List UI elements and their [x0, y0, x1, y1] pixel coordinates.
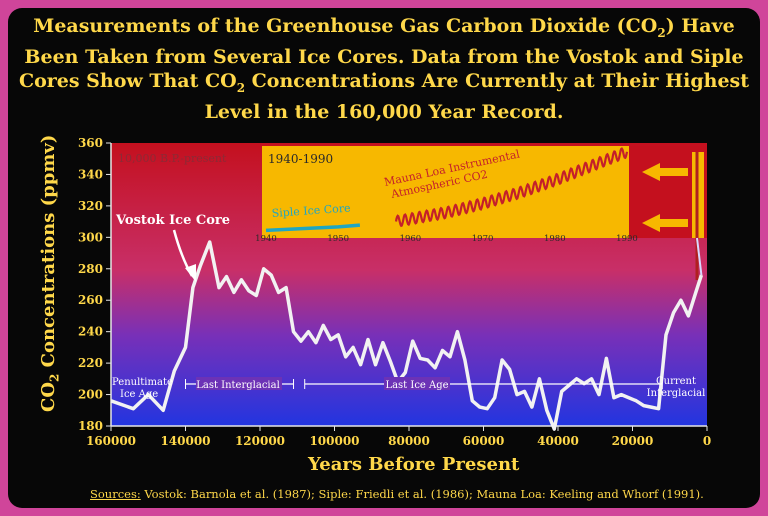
- y-tick-label: 280: [78, 262, 103, 276]
- x-tick-label: 100000: [309, 434, 359, 448]
- y-tick-label: 240: [78, 325, 103, 339]
- current-interglacial-label: Current: [656, 376, 696, 387]
- x-axis-label: Years Before Present: [308, 454, 520, 475]
- y-tick-label: 260: [78, 293, 103, 307]
- siple-series-line: [265, 223, 361, 233]
- last-ice-age-label: Last Ice Age: [385, 380, 448, 391]
- y-axis-label: CO2 Concentrations (ppmv): [38, 134, 62, 412]
- inset-panel: 1940-1990 1940 1950 1960 1970 1980 1990 Siple…: [255, 146, 707, 280]
- y-tick-label: 300: [78, 230, 103, 244]
- y-tick-label: 220: [78, 356, 103, 370]
- axes: 180 200 220 240 260 280 300 320 340 360 160000 1400…: [78, 136, 711, 448]
- background-period-label: 10,000 B.P.-present: [118, 152, 227, 165]
- arrow-icon: [642, 163, 688, 181]
- inset-background: [262, 146, 629, 238]
- inset-x-ticks: 1940 1950 1960 1970 1980 1990: [255, 234, 638, 244]
- sources-text: Vostok: Barnola et al. (1987); Siple: Fr…: [140, 487, 704, 501]
- x-tick-label: 120000: [235, 434, 285, 448]
- inset-x-tick-label: 1960: [400, 234, 422, 244]
- x-tick-label: 0: [703, 434, 711, 448]
- x-tick-label: 140000: [160, 434, 210, 448]
- arrow-head-icon: [185, 264, 196, 282]
- inset-x-tick-label: 1950: [327, 234, 349, 244]
- inset-x-tick-label: 1970: [472, 234, 494, 244]
- x-tick-label: 80000: [388, 434, 430, 448]
- current-interglacial-label-2: Interglacial: [647, 388, 706, 399]
- label-backdrop: [384, 377, 450, 390]
- penultimate-label: Penultimate: [112, 377, 173, 388]
- recent-connector: [696, 237, 703, 276]
- vostok-label: Vostok Ice Core: [115, 213, 230, 228]
- mauna-loa-series-line: [394, 147, 629, 228]
- sources-label: Sources:: [90, 487, 141, 501]
- penultimate-label-2: Ice Age: [120, 389, 158, 400]
- arrow-icon: [642, 214, 688, 232]
- inset-x-tick-label: 1980: [544, 234, 566, 244]
- inset-x-tick-label: 1990: [616, 234, 638, 244]
- inset-title: 1940-1990: [268, 152, 333, 166]
- x-tick-label: 60000: [463, 434, 505, 448]
- slide-title: Measurements of the Greenhouse Gas Carbo…: [18, 15, 750, 123]
- x-tick-label: 20000: [612, 434, 654, 448]
- sources-footer: Sources: Vostok: Barnola et al. (1987); …: [90, 487, 704, 501]
- y-tick-label: 360: [78, 136, 103, 150]
- label-backdrop: [196, 377, 282, 390]
- inset-series: [265, 147, 629, 233]
- y-tick-label: 200: [78, 388, 103, 402]
- x-tick-label: 40000: [537, 434, 579, 448]
- y-tick-label: 340: [78, 167, 103, 181]
- x-tick-label: 160000: [86, 434, 136, 448]
- y-tick-label: 180: [78, 419, 103, 433]
- last-interglacial-label: Last Interglacial: [196, 380, 280, 391]
- y-tick-label: 320: [78, 199, 103, 213]
- inset-x-tick-label: 1940: [255, 234, 277, 244]
- siple-label: Siple Ice Core: [271, 202, 351, 220]
